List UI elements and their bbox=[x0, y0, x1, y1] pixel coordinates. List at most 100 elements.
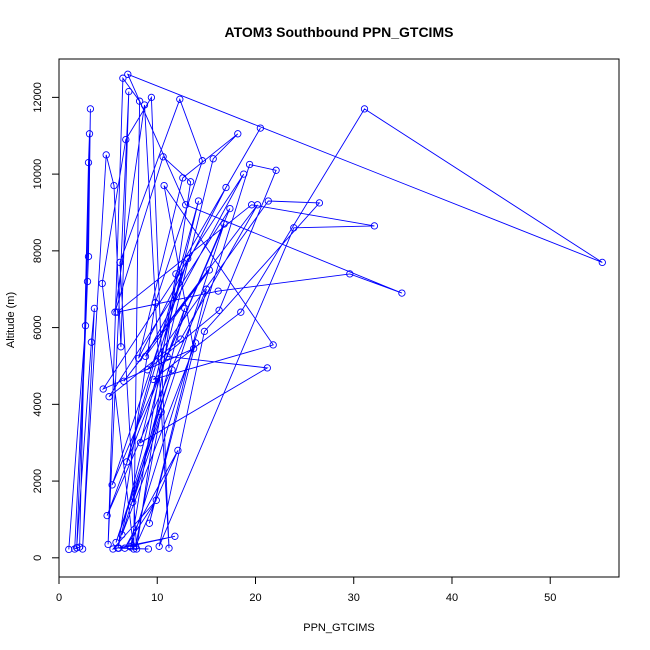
data-point bbox=[598, 258, 606, 267]
data-point bbox=[116, 258, 124, 267]
data-point bbox=[202, 285, 211, 293]
data-point bbox=[160, 181, 168, 190]
data-point bbox=[81, 322, 90, 330]
data-point bbox=[87, 338, 96, 346]
y-axis: 0 2000 4000 6000 8000 10000 12000 bbox=[32, 82, 59, 561]
x-axis: 0 10 20 30 40 50 bbox=[56, 577, 556, 604]
y-tick-label: 0 bbox=[32, 555, 44, 561]
y-axis-label: Altitude (m) bbox=[5, 292, 17, 348]
data-point bbox=[240, 170, 248, 178]
x-tick-label: 50 bbox=[544, 592, 556, 604]
y-tick-label: 6000 bbox=[32, 315, 44, 339]
data-point bbox=[119, 74, 127, 82]
data-point bbox=[129, 498, 137, 506]
data-point bbox=[141, 352, 150, 361]
data-point bbox=[184, 254, 192, 263]
data-point bbox=[144, 545, 153, 553]
data-point bbox=[234, 130, 242, 138]
data-point bbox=[151, 299, 159, 307]
data-point bbox=[115, 544, 123, 552]
data-point bbox=[186, 178, 195, 186]
data-point bbox=[222, 183, 230, 192]
data-point bbox=[83, 277, 92, 286]
data-point bbox=[209, 155, 217, 163]
data-point bbox=[149, 375, 157, 384]
data-point bbox=[398, 289, 406, 297]
plot-frame bbox=[58, 58, 620, 578]
data-point bbox=[104, 540, 112, 549]
data-point bbox=[118, 531, 126, 539]
data-point bbox=[65, 545, 73, 554]
data-point bbox=[245, 160, 254, 169]
data-point bbox=[135, 97, 144, 105]
data-point bbox=[98, 279, 106, 288]
data-point bbox=[253, 201, 262, 209]
data-point bbox=[134, 354, 143, 362]
data-point bbox=[85, 130, 94, 138]
series-line bbox=[68, 73, 603, 550]
y-tick-label: 8000 bbox=[32, 239, 44, 263]
data-point bbox=[155, 542, 163, 550]
data-point bbox=[214, 287, 222, 295]
data-point bbox=[360, 105, 369, 113]
data-point bbox=[71, 545, 79, 553]
y-tick-label: 10000 bbox=[32, 159, 44, 190]
x-tick-label: 30 bbox=[348, 592, 360, 604]
data-point bbox=[103, 511, 111, 520]
data-point bbox=[78, 545, 87, 553]
data-point bbox=[264, 197, 272, 205]
data-point bbox=[220, 220, 228, 228]
x-tick-label: 20 bbox=[249, 592, 261, 604]
data-point bbox=[112, 538, 120, 547]
data-point bbox=[152, 496, 160, 504]
y-tick-label: 12000 bbox=[32, 82, 44, 113]
data-point bbox=[143, 366, 152, 374]
x-tick-label: 10 bbox=[151, 592, 163, 604]
data-point bbox=[124, 70, 132, 78]
data-point bbox=[256, 124, 265, 132]
data-point bbox=[200, 327, 209, 336]
data-point bbox=[136, 439, 145, 447]
data-point bbox=[182, 201, 190, 209]
x-axis-label: PPN_GTCIMS bbox=[303, 622, 375, 634]
data-point bbox=[181, 304, 189, 313]
data-point bbox=[198, 157, 207, 165]
data-point bbox=[172, 270, 180, 278]
data-point bbox=[179, 174, 187, 182]
data-point bbox=[121, 544, 129, 552]
data-point bbox=[157, 408, 165, 416]
data-point bbox=[102, 151, 110, 159]
data-point bbox=[346, 270, 354, 278]
y-tick-label: 2000 bbox=[32, 469, 44, 493]
data-point bbox=[125, 87, 133, 96]
data-point bbox=[263, 364, 271, 372]
x-tick-label: 0 bbox=[56, 592, 62, 604]
data-point bbox=[123, 458, 131, 466]
data-point bbox=[165, 544, 173, 552]
data-point bbox=[110, 181, 118, 190]
data-point bbox=[269, 341, 277, 349]
data-point bbox=[145, 519, 154, 527]
x-tick-label: 40 bbox=[446, 592, 458, 604]
data-point bbox=[126, 542, 134, 550]
data-point bbox=[113, 308, 121, 316]
data-point bbox=[247, 201, 256, 209]
data-point bbox=[205, 266, 213, 274]
data-point bbox=[272, 166, 280, 174]
data-point bbox=[168, 366, 176, 374]
data-point bbox=[117, 343, 125, 351]
data-point bbox=[122, 135, 130, 144]
data-point bbox=[84, 158, 93, 167]
data-point bbox=[84, 252, 93, 261]
data-point bbox=[99, 385, 107, 393]
data-point bbox=[177, 335, 185, 343]
chart-title: ATOM3 Southbound PPN_GTCIMS bbox=[225, 24, 454, 40]
data-point bbox=[86, 105, 95, 113]
data-point bbox=[111, 308, 119, 316]
data-point bbox=[108, 481, 116, 489]
data-point bbox=[176, 95, 184, 103]
data-point bbox=[226, 204, 234, 213]
data-point bbox=[237, 308, 245, 316]
data-point bbox=[315, 199, 324, 207]
